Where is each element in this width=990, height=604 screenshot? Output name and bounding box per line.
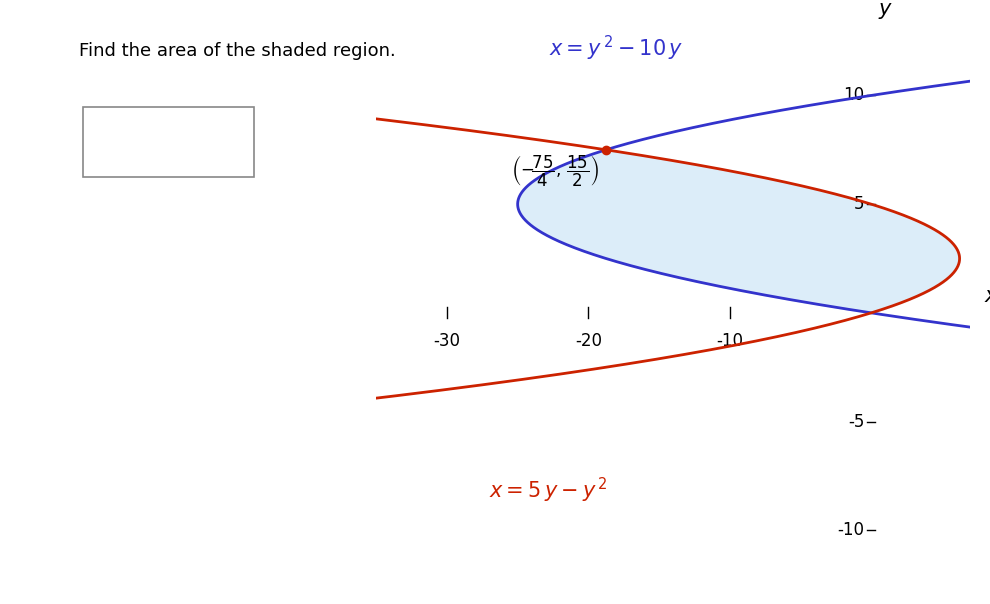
- Text: -10: -10: [838, 521, 864, 539]
- Text: -10: -10: [717, 332, 743, 350]
- Text: $x = 5\,y - y^{\,2}$: $x = 5\,y - y^{\,2}$: [489, 476, 608, 505]
- Text: y: y: [878, 0, 891, 19]
- Text: $x = y^{\,2} - 10\,y$: $x = y^{\,2} - 10\,y$: [549, 34, 684, 63]
- Text: -5: -5: [847, 413, 864, 431]
- Text: x: x: [984, 286, 990, 306]
- Text: 5: 5: [853, 195, 864, 213]
- Text: Find the area of the shaded region.: Find the area of the shaded region.: [79, 42, 396, 60]
- Text: -20: -20: [575, 332, 602, 350]
- Text: -30: -30: [434, 332, 460, 350]
- Text: $\left(-\!\dfrac{75}{4},\,\dfrac{15}{2}\right)$: $\left(-\!\dfrac{75}{4},\,\dfrac{15}{2}\…: [511, 154, 599, 189]
- Text: 10: 10: [843, 86, 864, 104]
